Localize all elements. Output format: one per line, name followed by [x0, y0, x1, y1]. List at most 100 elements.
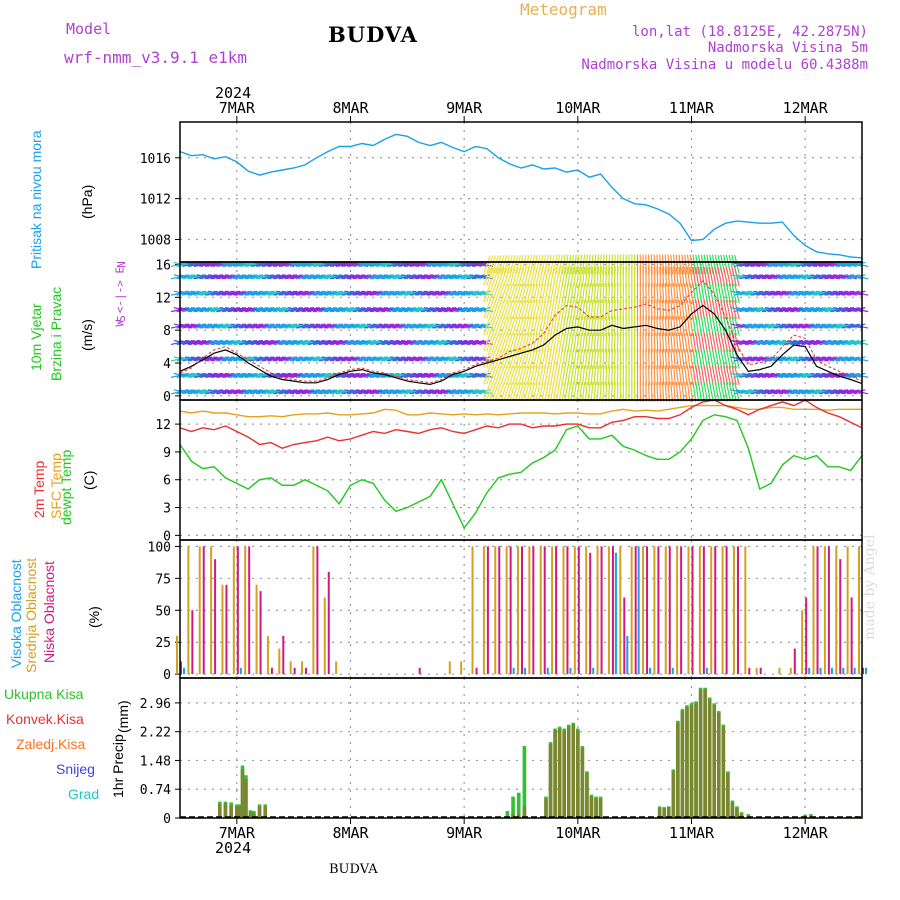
wind-arrow	[838, 290, 857, 296]
wind-arrow	[512, 382, 519, 402]
wind-arrow	[675, 332, 679, 353]
wind-arrow	[538, 254, 544, 275]
cloud-bars	[176, 546, 867, 675]
wind-arrow	[717, 299, 723, 320]
wind-arrow	[544, 316, 550, 336]
wind-arrow	[486, 316, 494, 336]
wind-arrow	[720, 332, 726, 353]
wind-arrow	[535, 365, 541, 386]
wind-arrow	[850, 290, 869, 296]
wind-arrow	[564, 266, 569, 287]
y-tick-label: 100	[148, 540, 171, 555]
wind-arrow	[844, 274, 863, 280]
wind-arrow	[486, 349, 494, 369]
wind-arrow	[567, 349, 572, 369]
wind-arrow	[650, 316, 653, 337]
wind-arrow	[709, 283, 714, 304]
wind-arrow	[500, 283, 508, 303]
wind-arrow	[616, 381, 619, 402]
wind-arrow	[503, 255, 511, 274]
sfc-temp-line	[179, 404, 862, 418]
precip-convective-bar	[562, 730, 566, 818]
wind-arrow	[529, 300, 536, 320]
wind-arrow	[587, 332, 591, 353]
wind-arrow	[653, 299, 656, 320]
top-year: 2024	[215, 84, 252, 102]
y-tick-label: 16	[155, 258, 171, 273]
wind-arrow	[675, 365, 679, 386]
wind-arrow	[667, 348, 671, 369]
wind-arrow	[532, 382, 538, 402]
precip-convective-bar	[240, 769, 245, 818]
wind-arrow	[692, 266, 697, 287]
wind-arrow	[596, 299, 600, 320]
wind-arrow	[706, 283, 711, 304]
wind-arrow	[512, 300, 519, 320]
wind-arrow	[692, 332, 697, 353]
legend-hail: Grad	[68, 786, 100, 802]
wind-arrow	[684, 299, 688, 320]
wind-arrow	[610, 348, 614, 369]
wind-arrow	[523, 349, 530, 369]
wind-arrow	[675, 283, 679, 304]
precip-convective-bar	[548, 744, 553, 818]
wind-arrow	[520, 332, 527, 353]
wind-arrow	[538, 349, 544, 369]
wind-arrow	[497, 255, 505, 274]
wind-arrow	[541, 299, 547, 320]
wind-arrow	[538, 382, 544, 402]
wind-arrow	[494, 366, 502, 385]
wind-arrow	[667, 266, 671, 287]
wind-arrow	[494, 283, 502, 303]
wind-arrow	[659, 332, 662, 353]
wind-arrow	[500, 267, 508, 287]
wind-arrow	[725, 349, 732, 369]
wind-arrow	[596, 316, 600, 337]
wind-arrow	[509, 333, 516, 352]
wind-arrow	[667, 283, 671, 304]
wind-arrow	[546, 349, 552, 369]
wind-arrow	[506, 365, 513, 385]
wind-arrow	[509, 316, 516, 336]
wind-arrow	[526, 332, 533, 353]
wind-arrow	[605, 381, 608, 402]
wind-arrow	[656, 365, 659, 386]
wind-arrow	[587, 381, 591, 402]
wind-arrow	[664, 381, 668, 402]
wind-arrow	[661, 381, 665, 402]
wind-arrow	[605, 254, 608, 275]
wind-arrow	[570, 266, 575, 287]
wind-arrow	[506, 267, 513, 287]
wind-arrow	[706, 266, 711, 287]
wind-arrow	[549, 365, 555, 386]
wind-arrow	[670, 283, 674, 304]
wind-arrow	[544, 254, 550, 275]
wind-arrow	[711, 332, 717, 353]
wind-arrow	[570, 254, 575, 275]
precip-convective-bar	[580, 748, 585, 818]
wind-arrow	[841, 389, 860, 395]
wind-arrow	[515, 382, 522, 402]
wind-arrow	[599, 266, 602, 287]
wind-arrow	[697, 381, 703, 402]
wind-arrow	[731, 332, 737, 353]
wind-arrow	[650, 299, 653, 320]
wind-arrow	[703, 266, 708, 287]
wind-arrow	[667, 381, 671, 402]
wind-arrow	[686, 381, 691, 402]
wind-arrow	[497, 333, 505, 352]
wind-arrow	[681, 283, 685, 304]
wind-arrow	[728, 299, 735, 320]
wind-arrow	[526, 316, 533, 336]
wind-arrow	[613, 365, 616, 386]
wind-arrow	[509, 382, 516, 402]
wind-arrow	[599, 299, 602, 320]
wind-arrow	[494, 255, 502, 274]
wind-arrow	[731, 349, 737, 369]
wind-arrow	[532, 365, 538, 385]
wind-arrow	[494, 333, 502, 352]
wind-arrow	[474, 389, 494, 395]
wind-arrow	[610, 266, 614, 287]
wind-arrow	[575, 381, 580, 402]
wind-arrow	[720, 382, 726, 402]
